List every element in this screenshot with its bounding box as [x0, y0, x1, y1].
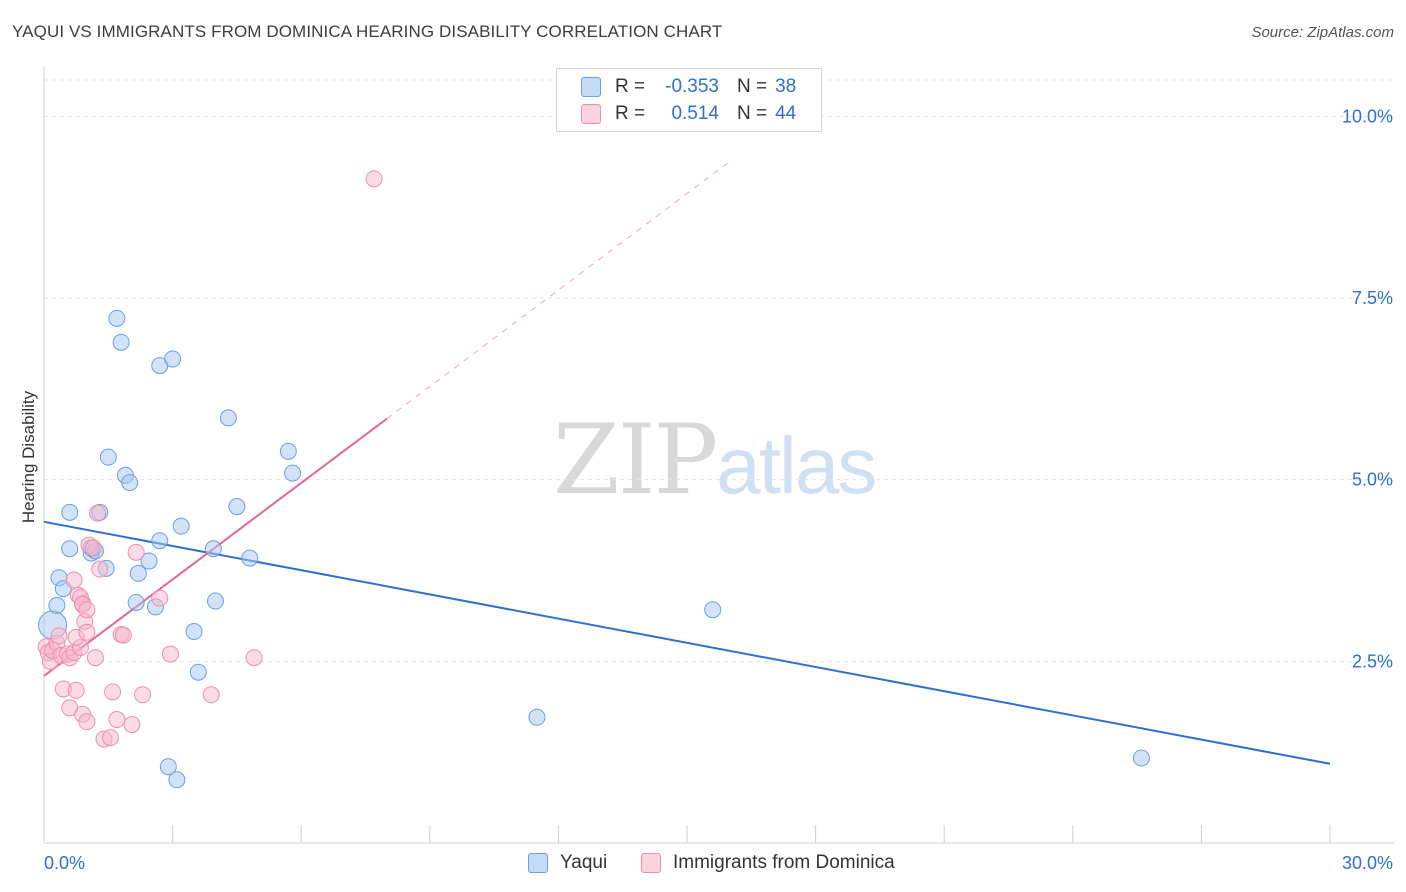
yaqui-point — [204, 540, 222, 558]
yaqui-point — [61, 540, 79, 558]
yaqui-swatch — [581, 77, 601, 97]
dominica-point — [89, 504, 107, 522]
axis-labels: 2.5% 5.0% 7.5% 10.0% 0.0% 30.0% Hearing Disabi… — [19, 106, 1393, 873]
yaqui-point — [241, 549, 259, 567]
dominica-point — [245, 649, 263, 667]
legend-item-dominica: Immigrants from Dominica — [641, 852, 895, 874]
dominica-point — [108, 710, 126, 728]
yaqui-point — [108, 309, 126, 327]
dominica-point — [91, 560, 109, 578]
yaqui-point — [151, 532, 169, 550]
n-label: N = — [737, 103, 768, 124]
watermark-atlas: atlas — [716, 421, 877, 510]
chart-title: YAQUI VS IMMIGRANTS FROM DOMINICA HEARIN… — [12, 22, 723, 41]
r-label: R = — [615, 76, 646, 97]
yaqui-point — [206, 592, 224, 610]
y-axis-label: Hearing Disability — [19, 390, 38, 523]
yaqui-trend-line — [43, 520, 1331, 765]
yaqui-point — [528, 708, 546, 726]
yaqui-n-value: 38 — [775, 76, 797, 97]
yaqui-point — [99, 448, 117, 466]
yaqui-point — [704, 601, 722, 619]
gridlines — [44, 79, 1394, 662]
dominica-point — [78, 601, 96, 619]
dominica-point — [65, 571, 83, 589]
yaqui-point — [61, 503, 79, 521]
watermark-zip: ZIP — [553, 404, 718, 516]
y-tick-label: 2.5% — [1352, 651, 1393, 671]
yaqui-point — [112, 333, 130, 351]
dominica-r-value: 0.514 — [671, 103, 719, 124]
n-label: N = — [737, 76, 768, 97]
yaqui-point — [172, 517, 190, 535]
y-tick-label: 7.5% — [1352, 288, 1393, 308]
yaqui-point — [164, 350, 182, 368]
y-tick-label: 10.0% — [1342, 106, 1393, 126]
r-label: R = — [615, 103, 646, 124]
yaqui-point — [219, 409, 237, 427]
yaqui-point — [121, 474, 139, 492]
legend-row-dominica: R = 0.514 N = 44 — [581, 102, 796, 126]
dominica-point — [78, 623, 96, 641]
yaqui-point — [127, 593, 145, 611]
dominica-point — [365, 170, 383, 188]
dominica-n-value: 44 — [775, 103, 797, 124]
dominica-point — [67, 681, 85, 699]
dominica-point — [104, 683, 122, 701]
yaqui-point — [129, 564, 147, 582]
dominica-swatch — [581, 104, 601, 124]
dominica-point — [161, 645, 179, 663]
yaqui-point — [159, 758, 177, 776]
yaqui-point — [185, 623, 203, 641]
dominica-point — [78, 713, 96, 731]
x-tick-label: 0.0% — [44, 853, 85, 873]
yaqui-point — [1132, 749, 1150, 767]
dominica-point — [134, 686, 152, 704]
dominica-point — [86, 649, 104, 667]
legend-item-yaqui: Yaqui — [528, 852, 607, 874]
dominica-point — [123, 716, 141, 734]
dominica-trend-extension — [386, 160, 731, 420]
dominica-point — [127, 543, 145, 561]
axes — [43, 66, 1394, 844]
dominica-legend-label: Immigrants from Dominica — [673, 852, 895, 873]
yaqui-point — [48, 596, 66, 614]
yaqui-point — [228, 498, 246, 516]
correlation-legend: R = -0.353 N = 38 R = 0.514 N = 44 — [556, 68, 822, 132]
trend-lines — [43, 160, 1331, 765]
dominica-point — [50, 627, 68, 645]
yaqui-r-value: -0.353 — [665, 76, 719, 97]
yaqui-point — [189, 663, 207, 681]
data-points — [37, 170, 1150, 789]
yaqui-point — [279, 442, 297, 460]
yaqui-legend-label: Yaqui — [560, 852, 608, 873]
watermark: ZIPatlas — [553, 404, 877, 516]
yaqui-legend-swatch — [528, 853, 548, 873]
dominica-legend-swatch — [641, 853, 661, 873]
dominica-point — [101, 729, 119, 747]
series-legend: Yaqui Immigrants from Dominica — [0, 852, 1406, 876]
yaqui-point — [168, 771, 186, 789]
x-tick-label: 30.0% — [1342, 853, 1393, 873]
dominica-point — [151, 589, 169, 607]
source-credit: Source: ZipAtlas.com — [1251, 24, 1394, 41]
y-tick-label: 5.0% — [1352, 470, 1393, 490]
yaqui-point — [284, 464, 302, 482]
yaqui-point — [140, 552, 158, 570]
dominica-point — [202, 686, 220, 704]
dominica-point — [114, 626, 132, 644]
legend-row-yaqui: R = -0.353 N = 38 — [581, 75, 796, 99]
dominica-point — [84, 539, 102, 557]
